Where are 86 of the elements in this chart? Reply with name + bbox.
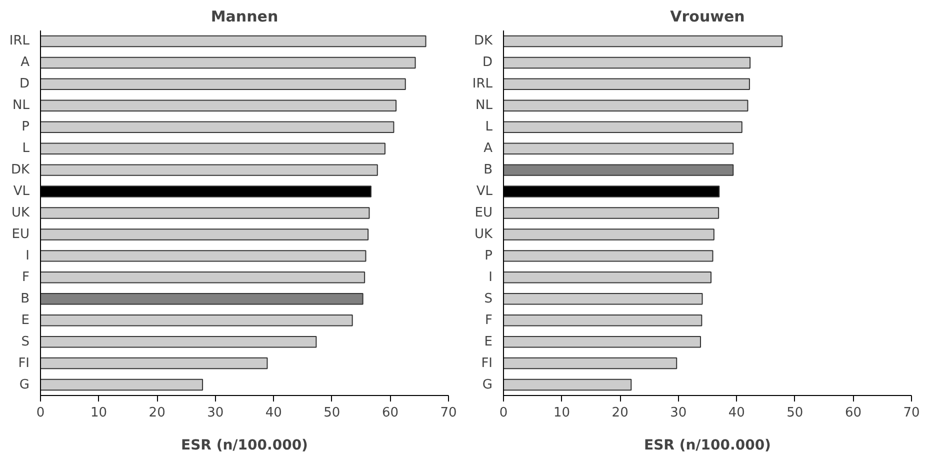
y-tick-label: IRL [472, 76, 494, 92]
bar [40, 378, 204, 391]
bar [40, 35, 426, 48]
bar [40, 121, 394, 133]
bar [504, 378, 632, 391]
x-tick-label: 40 [728, 406, 745, 420]
y-tick-label: I [488, 270, 493, 285]
bar [40, 228, 369, 240]
x-tick-label: 10 [90, 406, 108, 420]
x-tick-label: 30 [670, 406, 687, 420]
y-tick-label: FI [481, 356, 492, 371]
bar [504, 272, 712, 284]
bar [504, 56, 751, 69]
bar [40, 100, 397, 112]
bar [40, 78, 406, 90]
x-tick-label: 70 [440, 406, 457, 420]
y-tick-label: L [22, 141, 30, 156]
bar [504, 35, 783, 48]
bar [40, 314, 353, 326]
x-axis-title: ESR (n/100.000) [644, 438, 771, 454]
x-tick-label: 40 [265, 406, 282, 420]
y-tick-label: G [19, 377, 30, 392]
x-tick-label: 70 [903, 406, 920, 420]
y-tick-label: VL [476, 184, 494, 200]
y-tick-label: UK [11, 206, 30, 220]
y-tick-label: DK [10, 162, 30, 178]
y-tick-label: I [26, 248, 30, 264]
x-tick-label: 10 [554, 406, 570, 420]
y-tick-label: D [482, 55, 493, 70]
y-tick-label: NL [12, 98, 30, 114]
bar [504, 121, 742, 133]
y-tick-label: D [19, 76, 30, 92]
x-tick-label: 20 [612, 406, 628, 420]
bar [40, 357, 268, 370]
bar [40, 56, 416, 69]
bar [504, 164, 734, 176]
x-tick-label: 0 [36, 406, 45, 420]
y-tick-label: NL [476, 98, 494, 114]
y-tick-label: EU [474, 206, 493, 220]
y-tick-label: S [21, 334, 30, 350]
y-tick-label: DK [474, 34, 493, 49]
bar [40, 293, 364, 305]
bar [504, 100, 748, 112]
bar [40, 336, 317, 348]
chart-title: Mannen [210, 8, 278, 26]
bar [504, 207, 720, 219]
bar [40, 250, 366, 262]
y-tick-label: VL [13, 184, 30, 200]
bar [504, 357, 678, 370]
y-tick-label: A [484, 141, 493, 156]
bar [40, 142, 386, 154]
bar [504, 250, 714, 262]
y-tick-label: A [20, 55, 30, 70]
bar [504, 314, 702, 326]
x-axis-title: ESR (n/100.000) [181, 438, 308, 454]
y-tick-label: E [21, 312, 30, 328]
y-tick-label: F [485, 312, 493, 328]
chart-title: Vrouwen [670, 8, 745, 26]
y-tick-label: FI [18, 356, 30, 371]
y-tick-label: UK [474, 226, 493, 242]
x-tick-label: 60 [844, 406, 862, 420]
x-tick-label: 20 [148, 406, 166, 420]
bar [504, 336, 702, 348]
y-tick-label: E [484, 334, 493, 350]
y-tick-label: P [22, 120, 30, 135]
x-tick-label: 30 [207, 406, 224, 420]
x-tick-label: 50 [324, 406, 340, 420]
y-tick-label: B [484, 162, 493, 178]
bar [40, 207, 370, 219]
bar [504, 78, 750, 90]
y-tick-label: IRL [9, 34, 30, 49]
x-tick-label: 0 [499, 406, 508, 420]
bar [40, 272, 366, 284]
y-tick-label: B [20, 291, 30, 306]
y-tick-label: G [482, 377, 493, 392]
y-tick-label: EU [12, 226, 30, 242]
y-tick-label: L [485, 120, 494, 135]
bar [504, 228, 714, 240]
y-tick-label: S [484, 291, 493, 306]
bar [504, 293, 703, 305]
x-tick-label: 50 [786, 406, 804, 420]
y-tick-label: F [22, 270, 30, 285]
bar [504, 142, 734, 154]
y-tick-label: P [484, 248, 493, 264]
x-tick-label: 60 [382, 406, 398, 420]
bar [40, 164, 378, 176]
